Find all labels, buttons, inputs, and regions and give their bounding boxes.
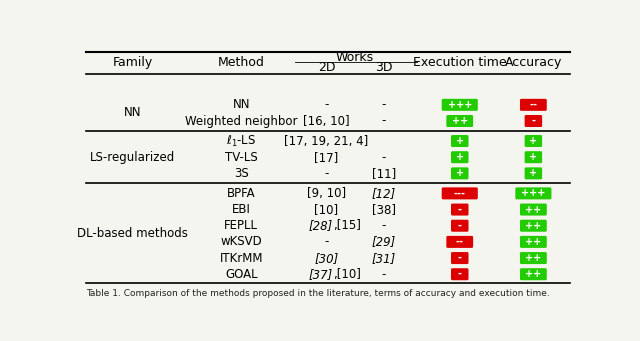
Text: -: - (324, 98, 328, 111)
Text: 3D: 3D (375, 61, 392, 74)
Text: [17, 19, 21, 4]: [17, 19, 21, 4] (284, 134, 369, 148)
Text: +: + (529, 152, 538, 162)
Text: -: - (458, 205, 461, 214)
Text: [9, 10]: [9, 10] (307, 187, 346, 200)
Text: [37]: [37] (308, 268, 332, 281)
Text: +: + (529, 136, 538, 146)
FancyBboxPatch shape (446, 115, 473, 127)
Text: [30]: [30] (314, 252, 339, 265)
FancyBboxPatch shape (451, 220, 468, 232)
Text: Family: Family (113, 56, 153, 69)
Text: NN: NN (232, 98, 250, 111)
FancyBboxPatch shape (525, 151, 542, 163)
FancyBboxPatch shape (520, 268, 547, 280)
Text: ++: ++ (525, 221, 541, 231)
FancyBboxPatch shape (520, 204, 547, 216)
FancyBboxPatch shape (525, 115, 542, 127)
Text: Table 1. Comparison of the methods proposed in the literature, terms of accuracy: Table 1. Comparison of the methods propo… (86, 289, 550, 298)
Text: $\ell_1$-LS: $\ell_1$-LS (226, 133, 256, 149)
Text: --: -- (529, 100, 538, 110)
FancyBboxPatch shape (451, 135, 468, 147)
FancyBboxPatch shape (525, 167, 542, 179)
Text: TV-LS: TV-LS (225, 151, 257, 164)
Text: +: + (456, 168, 464, 178)
Text: ++: ++ (525, 205, 541, 214)
Text: [12]: [12] (372, 187, 396, 200)
FancyBboxPatch shape (446, 236, 473, 248)
Text: LS-regularized: LS-regularized (90, 151, 175, 164)
Text: Weighted neighbor: Weighted neighbor (185, 115, 298, 128)
Text: 3S: 3S (234, 167, 248, 180)
Text: +++: +++ (521, 188, 545, 198)
Text: [17]: [17] (314, 151, 339, 164)
Text: Execution time: Execution time (413, 56, 507, 69)
Text: +: + (456, 136, 464, 146)
FancyBboxPatch shape (451, 167, 468, 179)
FancyBboxPatch shape (442, 99, 478, 111)
FancyBboxPatch shape (451, 252, 468, 264)
FancyBboxPatch shape (520, 220, 547, 232)
Text: -: - (458, 253, 461, 263)
Text: -: - (381, 219, 386, 232)
Text: [11]: [11] (372, 167, 396, 180)
Text: Works: Works (336, 51, 374, 64)
Text: ,[15]: ,[15] (333, 219, 360, 232)
Text: ++: ++ (525, 253, 541, 263)
Text: ,[10]: ,[10] (333, 268, 360, 281)
Text: [10]: [10] (314, 203, 339, 216)
FancyBboxPatch shape (515, 187, 552, 199)
Text: [31]: [31] (372, 252, 396, 265)
Text: -: - (381, 268, 386, 281)
Text: Method: Method (218, 56, 264, 69)
Text: [38]: [38] (372, 203, 396, 216)
FancyBboxPatch shape (451, 151, 468, 163)
Text: GOAL: GOAL (225, 268, 257, 281)
FancyBboxPatch shape (520, 236, 547, 248)
Text: [16, 10]: [16, 10] (303, 115, 350, 128)
FancyBboxPatch shape (520, 99, 547, 111)
Text: --: -- (456, 237, 464, 247)
Text: -: - (324, 235, 328, 248)
Text: ++: ++ (525, 269, 541, 279)
Text: NN: NN (124, 106, 141, 119)
Text: FEPLL: FEPLL (224, 219, 258, 232)
Text: -: - (381, 98, 386, 111)
Text: -: - (531, 116, 536, 126)
Text: DL-based methods: DL-based methods (77, 227, 188, 240)
Text: 2D: 2D (317, 61, 335, 74)
Text: wKSVD: wKSVD (220, 235, 262, 248)
Text: -: - (458, 221, 461, 231)
Text: Accuracy: Accuracy (505, 56, 562, 69)
Text: ITKrMM: ITKrMM (220, 252, 263, 265)
FancyBboxPatch shape (525, 135, 542, 147)
FancyBboxPatch shape (451, 204, 468, 216)
Text: [29]: [29] (372, 235, 396, 248)
Text: [28]: [28] (308, 219, 332, 232)
Text: -: - (381, 151, 386, 164)
Text: +: + (529, 168, 538, 178)
Text: -: - (324, 167, 328, 180)
Text: ++: ++ (452, 116, 468, 126)
Text: ++: ++ (525, 237, 541, 247)
Text: +++: +++ (447, 100, 472, 110)
Text: +: + (456, 152, 464, 162)
FancyBboxPatch shape (520, 252, 547, 264)
Text: -: - (381, 115, 386, 128)
Text: -: - (458, 269, 461, 279)
Text: EBI: EBI (232, 203, 251, 216)
FancyBboxPatch shape (451, 268, 468, 280)
Text: ---: --- (454, 188, 466, 198)
Text: BPFA: BPFA (227, 187, 255, 200)
FancyBboxPatch shape (442, 187, 478, 199)
